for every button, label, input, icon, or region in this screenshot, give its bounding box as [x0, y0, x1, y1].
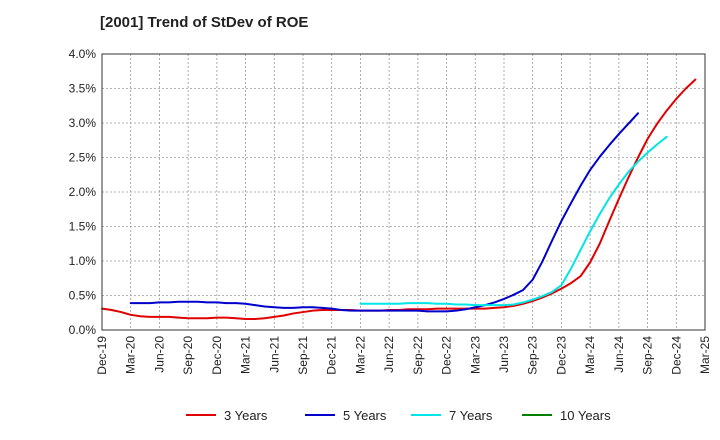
x-tick-label: Mar-23 — [468, 336, 482, 374]
x-tick-label: Jun-23 — [497, 336, 511, 373]
x-tick-label: Dec-21 — [325, 336, 339, 375]
x-tick-label: Jun-20 — [152, 336, 166, 373]
x-tick-label: Jun-22 — [382, 336, 396, 373]
x-tick-label: Dec-20 — [210, 336, 224, 375]
x-tick-label: Mar-22 — [353, 336, 367, 374]
y-tick-label: 0.0% — [69, 323, 97, 337]
x-tick-label: Mar-24 — [583, 336, 597, 374]
x-tick-label: Sep-20 — [181, 336, 195, 375]
x-tick-label: Dec-24 — [669, 336, 683, 375]
series-layer — [101, 78, 697, 320]
x-tick-label: Sep-24 — [641, 336, 655, 375]
series-line-7-years — [359, 135, 668, 307]
y-tick-label: 2.0% — [69, 185, 97, 199]
legend-label: 5 Years — [343, 408, 387, 423]
x-tick-label: Dec-23 — [554, 336, 568, 375]
y-tick-label: 0.5% — [69, 289, 97, 303]
x-tick-label: Jun-21 — [267, 336, 281, 373]
grid-layer — [102, 54, 705, 330]
x-tick-label: Sep-23 — [526, 336, 540, 375]
x-tick-label: Jun-24 — [612, 336, 626, 373]
y-tick-label: 1.0% — [69, 254, 97, 268]
x-tick-label: Sep-22 — [411, 336, 425, 375]
x-tick-label: Dec-19 — [95, 336, 109, 375]
legend-label: 3 Years — [224, 408, 268, 423]
y-tick-label: 3.0% — [69, 116, 97, 130]
series-line-5-years — [129, 112, 639, 313]
y-tick-label: 1.5% — [69, 220, 97, 234]
y-axis-ticks: 4.0% 3.5% 3.0% 2.5% 2.0% 1.5% 1.0% 0.5% 0.0% — [69, 47, 97, 337]
x-tick-label: Mar-20 — [124, 336, 138, 374]
legend-label: 10 Years — [560, 408, 611, 423]
x-tick-label: Sep-21 — [296, 336, 310, 375]
legend-label: 7 Years — [449, 408, 493, 423]
y-tick-label: 3.5% — [69, 82, 97, 96]
legend: 3 Years 5 Years 7 Years 10 Years — [186, 408, 611, 423]
y-tick-label: 4.0% — [69, 47, 97, 61]
x-tick-label: Mar-21 — [239, 336, 253, 374]
x-tick-label: Dec-22 — [440, 336, 454, 375]
x-tick-label: Mar-25 — [698, 336, 712, 374]
series-line-3-years — [101, 78, 697, 320]
plot-frame — [101, 53, 706, 331]
chart-title: [2001] Trend of StDev of ROE — [100, 14, 309, 31]
y-tick-label: 2.5% — [69, 151, 97, 165]
x-axis-ticks: Dec-19 Mar-20 Jun-20 Sep-20 Dec-20 Mar-21 Jun-… — [95, 336, 712, 375]
